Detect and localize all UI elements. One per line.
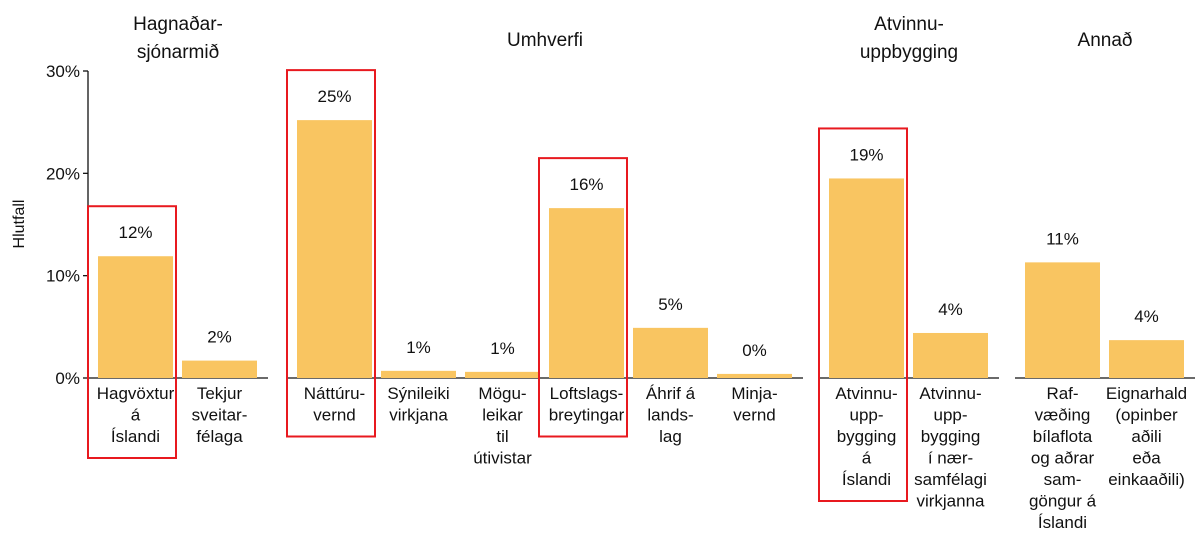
- value-label: 11%: [1046, 229, 1079, 248]
- value-label: 1%: [406, 338, 431, 357]
- bar: [98, 256, 173, 378]
- bar: [465, 371, 540, 378]
- bar: [913, 332, 988, 378]
- bar: [549, 208, 624, 378]
- value-label: 0%: [742, 341, 767, 360]
- value-label: 19%: [849, 145, 883, 164]
- x-tick-label: Atvinnu-upp-bygging í nær-samfélagi virkja…: [914, 384, 987, 511]
- group-title: Annað: [1078, 30, 1133, 51]
- value-label: 5%: [658, 295, 683, 314]
- x-tick-label: Minja-vernd: [731, 384, 777, 425]
- value-label: 4%: [938, 300, 963, 319]
- bar: [717, 373, 792, 378]
- x-tick-label: Atvinnu-upp-bygging á Íslandi: [835, 384, 897, 489]
- bar: [1025, 262, 1100, 378]
- y-tick-label: 30%: [46, 62, 80, 81]
- highlight-box: [818, 127, 908, 502]
- value-label: 1%: [490, 339, 515, 358]
- value-label: 25%: [317, 87, 351, 106]
- highlight-box: [286, 69, 376, 438]
- y-axis-label: Hlutfall: [11, 200, 28, 249]
- group-title: Umhverfi: [507, 30, 583, 51]
- y-tick-label: 10%: [46, 267, 80, 286]
- bar: [633, 327, 708, 378]
- x-tick-label: Áhrif á lands-lag: [646, 384, 696, 446]
- highlight-box: [538, 157, 628, 438]
- value-label: 12%: [118, 223, 152, 242]
- bar: [297, 120, 372, 379]
- y-tick-label: 20%: [46, 164, 80, 183]
- highlight-box: [87, 205, 177, 459]
- bar: [1109, 340, 1184, 378]
- value-label: 16%: [569, 175, 603, 194]
- value-label: 2%: [207, 328, 232, 347]
- bar: [381, 370, 456, 378]
- x-tick-label: Mögu-leikar til útivistar: [473, 384, 532, 468]
- x-tick-label: Tekjur sveitar-félaga: [192, 384, 248, 446]
- y-tick-label: 0%: [55, 369, 80, 388]
- value-label: 4%: [1134, 307, 1159, 326]
- bar: [829, 178, 904, 378]
- x-tick-label: Sýnileiki virkjana: [387, 384, 449, 425]
- x-tick-label: Eignarhald (opinber aðili eða einkaaðili): [1106, 384, 1187, 489]
- x-tick-label: Loftslags-breytingar: [549, 384, 625, 425]
- group-title: Hagnaðar-sjónarmið: [133, 14, 223, 63]
- x-tick-label: Náttúru-vernd: [304, 384, 365, 425]
- x-tick-label: Hagvöxtur á Íslandi: [97, 384, 175, 446]
- bar: [182, 360, 257, 378]
- group-title: Atvinnu-uppbygging: [860, 14, 958, 63]
